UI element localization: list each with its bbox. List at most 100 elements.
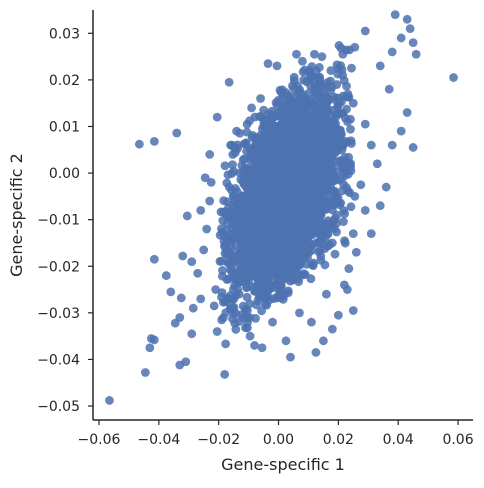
data-point: [302, 127, 312, 136]
data-point: [288, 146, 298, 156]
data-point: [360, 26, 370, 36]
data-point: [105, 396, 114, 405]
data-point: [287, 237, 297, 247]
data-point: [245, 261, 255, 271]
data-point: [257, 265, 267, 274]
data-point: [245, 116, 254, 126]
data-point: [351, 247, 361, 257]
data-point: [333, 69, 343, 79]
data-point: [366, 140, 376, 150]
data-point: [332, 210, 342, 220]
data-point: [348, 306, 358, 315]
data-point: [231, 223, 240, 232]
data-point: [339, 280, 349, 290]
data-point: [336, 157, 346, 167]
data-point: [205, 150, 215, 159]
data-point: [249, 245, 258, 255]
data-point: [339, 217, 348, 227]
data-point: [233, 140, 243, 150]
data-point: [310, 239, 320, 248]
data-point: [330, 187, 339, 197]
data-point: [278, 185, 287, 195]
data-point: [211, 285, 221, 294]
data-point: [300, 155, 310, 165]
data-point: [405, 24, 415, 34]
data-point: [327, 238, 337, 248]
data-point: [178, 251, 188, 261]
data-point: [172, 128, 182, 138]
data-point: [300, 242, 310, 252]
data-point: [282, 109, 292, 119]
data-point: [241, 238, 251, 248]
x-tick-label: 0.00: [263, 432, 294, 448]
data-point: [293, 221, 303, 231]
data-point: [276, 126, 286, 135]
data-point: [250, 135, 260, 145]
data-point: [322, 160, 332, 169]
x-tick-label: 0.06: [442, 432, 473, 448]
data-point: [145, 343, 155, 353]
data-point: [273, 151, 283, 161]
data-point: [326, 66, 336, 75]
data-point: [239, 154, 249, 164]
y-tick-label: 0.00: [49, 166, 80, 182]
data-point: [226, 250, 236, 260]
data-point: [220, 161, 230, 171]
data-point: [166, 287, 176, 297]
data-point: [308, 147, 318, 156]
y-tick-label: −0.04: [37, 352, 80, 368]
data-point: [298, 89, 308, 99]
data-point: [268, 280, 277, 289]
data-point: [297, 236, 307, 245]
data-point: [245, 331, 255, 341]
data-point: [289, 125, 299, 134]
data-point: [134, 139, 144, 149]
data-point: [356, 180, 366, 190]
data-point: [344, 152, 354, 162]
data-point: [408, 38, 418, 48]
data-point: [321, 91, 331, 101]
data-point: [333, 310, 343, 320]
data-point: [278, 258, 288, 268]
data-point: [344, 264, 354, 273]
data-point: [223, 294, 233, 304]
data-point: [343, 186, 353, 196]
data-point: [259, 114, 269, 124]
data-point: [242, 323, 252, 333]
data-point: [268, 188, 277, 198]
data-point: [224, 77, 234, 87]
data-point: [238, 313, 248, 322]
data-point: [387, 47, 397, 57]
y-tick-label: −0.03: [37, 306, 80, 322]
data-point: [217, 271, 227, 281]
data-point: [342, 81, 351, 91]
data-point: [259, 188, 269, 198]
data-point: [226, 140, 236, 150]
data-point: [275, 206, 285, 216]
y-ticks: −0.05 −0.04 −0.03 −0.02 −0.01 0.00 0.01 0.02 0.0…: [37, 26, 93, 415]
data-point: [332, 175, 342, 185]
data-point: [280, 160, 290, 170]
data-point: [242, 292, 252, 302]
data-point: [235, 197, 245, 207]
data-point: [396, 33, 406, 43]
data-point: [318, 119, 327, 129]
data-point: [228, 272, 238, 282]
data-point: [209, 301, 219, 311]
data-point: [311, 348, 321, 357]
y-tick-label: −0.01: [37, 213, 80, 229]
data-point: [232, 126, 242, 136]
data-point: [196, 294, 206, 304]
data-point: [228, 150, 238, 159]
data-point: [309, 138, 319, 148]
data-point: [257, 343, 267, 353]
data-point: [293, 206, 303, 216]
data-point: [306, 274, 316, 284]
data-point: [230, 318, 240, 328]
data-point: [320, 84, 330, 94]
data-point: [315, 102, 325, 112]
data-point: [298, 56, 307, 66]
data-point: [449, 73, 458, 82]
data-point: [289, 76, 299, 85]
